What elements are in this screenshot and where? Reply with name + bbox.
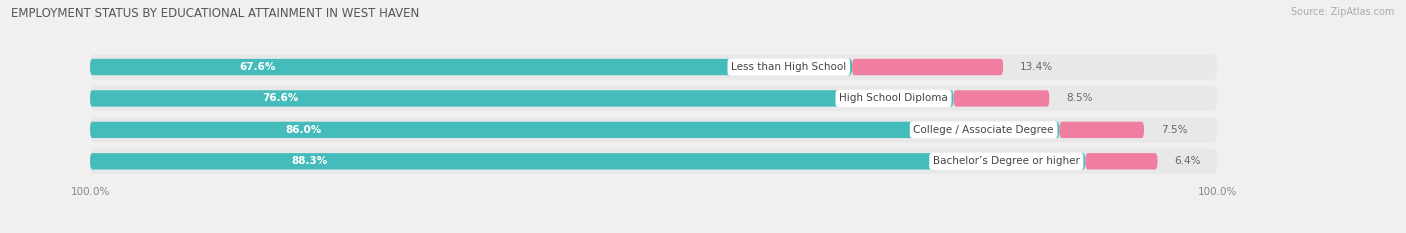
Text: 13.4%: 13.4% [1019, 62, 1053, 72]
Text: Source: ZipAtlas.com: Source: ZipAtlas.com [1291, 7, 1395, 17]
Text: 86.0%: 86.0% [285, 125, 322, 135]
Text: 67.6%: 67.6% [239, 62, 276, 72]
Text: High School Diploma: High School Diploma [839, 93, 948, 103]
Text: EMPLOYMENT STATUS BY EDUCATIONAL ATTAINMENT IN WEST HAVEN: EMPLOYMENT STATUS BY EDUCATIONAL ATTAINM… [11, 7, 419, 20]
Text: College / Associate Degree: College / Associate Degree [914, 125, 1054, 135]
Text: 88.3%: 88.3% [291, 156, 328, 166]
FancyBboxPatch shape [90, 90, 953, 107]
FancyBboxPatch shape [90, 55, 1218, 80]
Text: 76.6%: 76.6% [262, 93, 298, 103]
FancyBboxPatch shape [90, 86, 1218, 111]
FancyBboxPatch shape [90, 122, 1060, 138]
FancyBboxPatch shape [90, 153, 1085, 169]
Text: 6.4%: 6.4% [1174, 156, 1201, 166]
Text: 8.5%: 8.5% [1066, 93, 1092, 103]
Text: Less than High School: Less than High School [731, 62, 846, 72]
Text: 7.5%: 7.5% [1161, 125, 1188, 135]
Text: Bachelor’s Degree or higher: Bachelor’s Degree or higher [934, 156, 1080, 166]
FancyBboxPatch shape [1085, 153, 1157, 169]
FancyBboxPatch shape [953, 90, 1049, 107]
FancyBboxPatch shape [90, 117, 1218, 142]
FancyBboxPatch shape [1060, 122, 1144, 138]
FancyBboxPatch shape [90, 149, 1218, 174]
FancyBboxPatch shape [90, 59, 852, 75]
FancyBboxPatch shape [852, 59, 1002, 75]
